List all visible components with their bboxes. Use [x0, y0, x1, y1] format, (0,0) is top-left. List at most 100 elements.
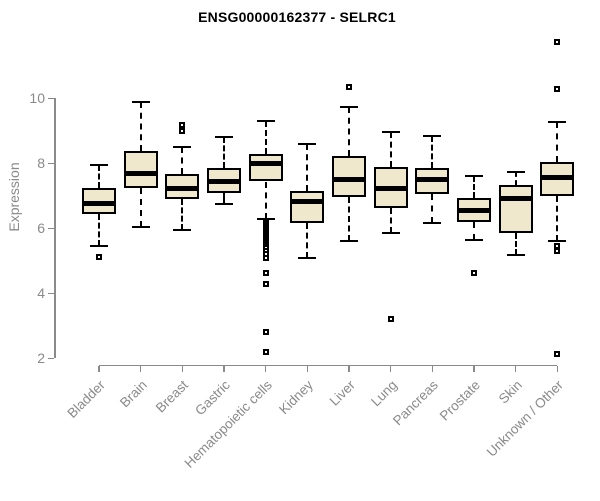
- x-tick: [223, 365, 225, 372]
- x-tick: [181, 365, 184, 372]
- lower-whisker: [556, 195, 559, 242]
- upper-whisker-cap: [214, 136, 233, 139]
- lower-whisker-cap: [381, 231, 400, 234]
- lower-whisker: [431, 194, 434, 223]
- iqr-box: [248, 154, 283, 182]
- x-tick: [306, 365, 309, 372]
- median-line: [248, 160, 283, 166]
- y-tick: [48, 357, 54, 360]
- upper-whisker-cap: [173, 146, 192, 149]
- upper-whisker-cap: [298, 142, 317, 145]
- outlier-point: [262, 329, 269, 336]
- upper-whisker-cap: [131, 100, 150, 103]
- iqr-box: [498, 185, 533, 233]
- outlier-point: [262, 348, 269, 355]
- lower-whisker: [98, 213, 100, 247]
- outlier-point: [554, 39, 561, 46]
- lower-whisker: [139, 187, 142, 227]
- median-line: [123, 170, 158, 176]
- outlier-point: [262, 281, 269, 288]
- outlier-point: [554, 351, 561, 358]
- y-tick: [48, 162, 54, 165]
- upper-whisker: [556, 122, 559, 162]
- upper-whisker-cap: [464, 175, 483, 178]
- upper-whisker: [431, 135, 434, 169]
- median-line: [415, 177, 450, 183]
- y-tick: [48, 292, 54, 295]
- outlier-point: [179, 121, 186, 128]
- y-axis-line: [54, 98, 56, 359]
- outlier-point: [470, 270, 477, 277]
- iqr-box: [331, 156, 366, 198]
- upper-whisker-cap: [339, 105, 358, 108]
- lower-whisker: [222, 192, 225, 204]
- upper-whisker: [389, 131, 392, 168]
- median-line: [498, 195, 533, 201]
- upper-whisker-cap: [548, 121, 567, 124]
- outlier-point: [554, 86, 561, 93]
- upper-whisker: [347, 106, 350, 157]
- lower-whisker-cap: [90, 245, 108, 248]
- y-tick-label: 10: [29, 90, 45, 107]
- x-tick: [431, 365, 434, 372]
- y-tick-label: 4: [37, 285, 45, 302]
- upper-whisker-cap: [381, 130, 400, 133]
- lower-whisker-cap: [339, 239, 358, 242]
- iqr-box: [290, 190, 325, 223]
- lower-whisker-cap: [506, 253, 525, 256]
- upper-whisker: [514, 171, 517, 186]
- outlier-point: [262, 254, 269, 261]
- median-line: [290, 199, 325, 205]
- lower-whisker-cap: [131, 225, 150, 228]
- lower-whisker: [264, 181, 267, 220]
- x-tick: [473, 365, 475, 372]
- median-line: [82, 200, 116, 206]
- y-tick: [48, 97, 54, 100]
- y-tick-label: 6: [37, 220, 45, 237]
- median-line: [456, 207, 491, 213]
- median-line: [165, 185, 200, 191]
- lower-whisker-cap: [214, 202, 233, 205]
- lower-whisker-cap: [256, 218, 275, 221]
- lower-whisker: [389, 208, 392, 233]
- x-tick: [139, 365, 142, 372]
- x-tick: [514, 365, 517, 372]
- x-tick: [98, 365, 100, 372]
- y-tick-label: 2: [37, 350, 45, 367]
- upper-whisker: [264, 121, 267, 155]
- y-tick-label: 8: [37, 155, 45, 172]
- upper-whisker: [306, 143, 309, 191]
- x-axis-line: [99, 364, 558, 367]
- median-line: [206, 179, 241, 184]
- lower-whisker-cap: [464, 239, 483, 241]
- outlier-point: [387, 316, 394, 323]
- lower-whisker: [472, 221, 475, 240]
- outlier-point: [96, 253, 102, 260]
- outlier-point: [179, 127, 186, 134]
- upper-whisker: [139, 101, 142, 152]
- y-tick: [48, 227, 54, 230]
- outlier-point: [345, 84, 352, 91]
- median-line: [373, 185, 408, 191]
- x-tick: [389, 365, 392, 372]
- iqr-box: [82, 187, 116, 214]
- upper-whisker: [98, 164, 100, 188]
- lower-whisker: [306, 222, 309, 258]
- lower-whisker: [347, 197, 350, 241]
- outlier-point: [262, 270, 269, 277]
- upper-whisker-cap: [423, 134, 442, 137]
- chart-title: ENSG00000162377 - SELRC1: [198, 9, 396, 25]
- lower-whisker-cap: [173, 228, 192, 231]
- upper-whisker-cap: [90, 163, 108, 166]
- lower-whisker: [181, 199, 184, 230]
- x-tick: [264, 365, 267, 372]
- upper-whisker: [222, 137, 225, 169]
- lower-whisker-cap: [298, 256, 317, 259]
- median-line: [540, 175, 575, 181]
- upper-whisker-cap: [506, 170, 525, 173]
- upper-whisker-cap: [256, 120, 275, 123]
- upper-whisker: [472, 176, 475, 198]
- lower-whisker-cap: [423, 221, 442, 224]
